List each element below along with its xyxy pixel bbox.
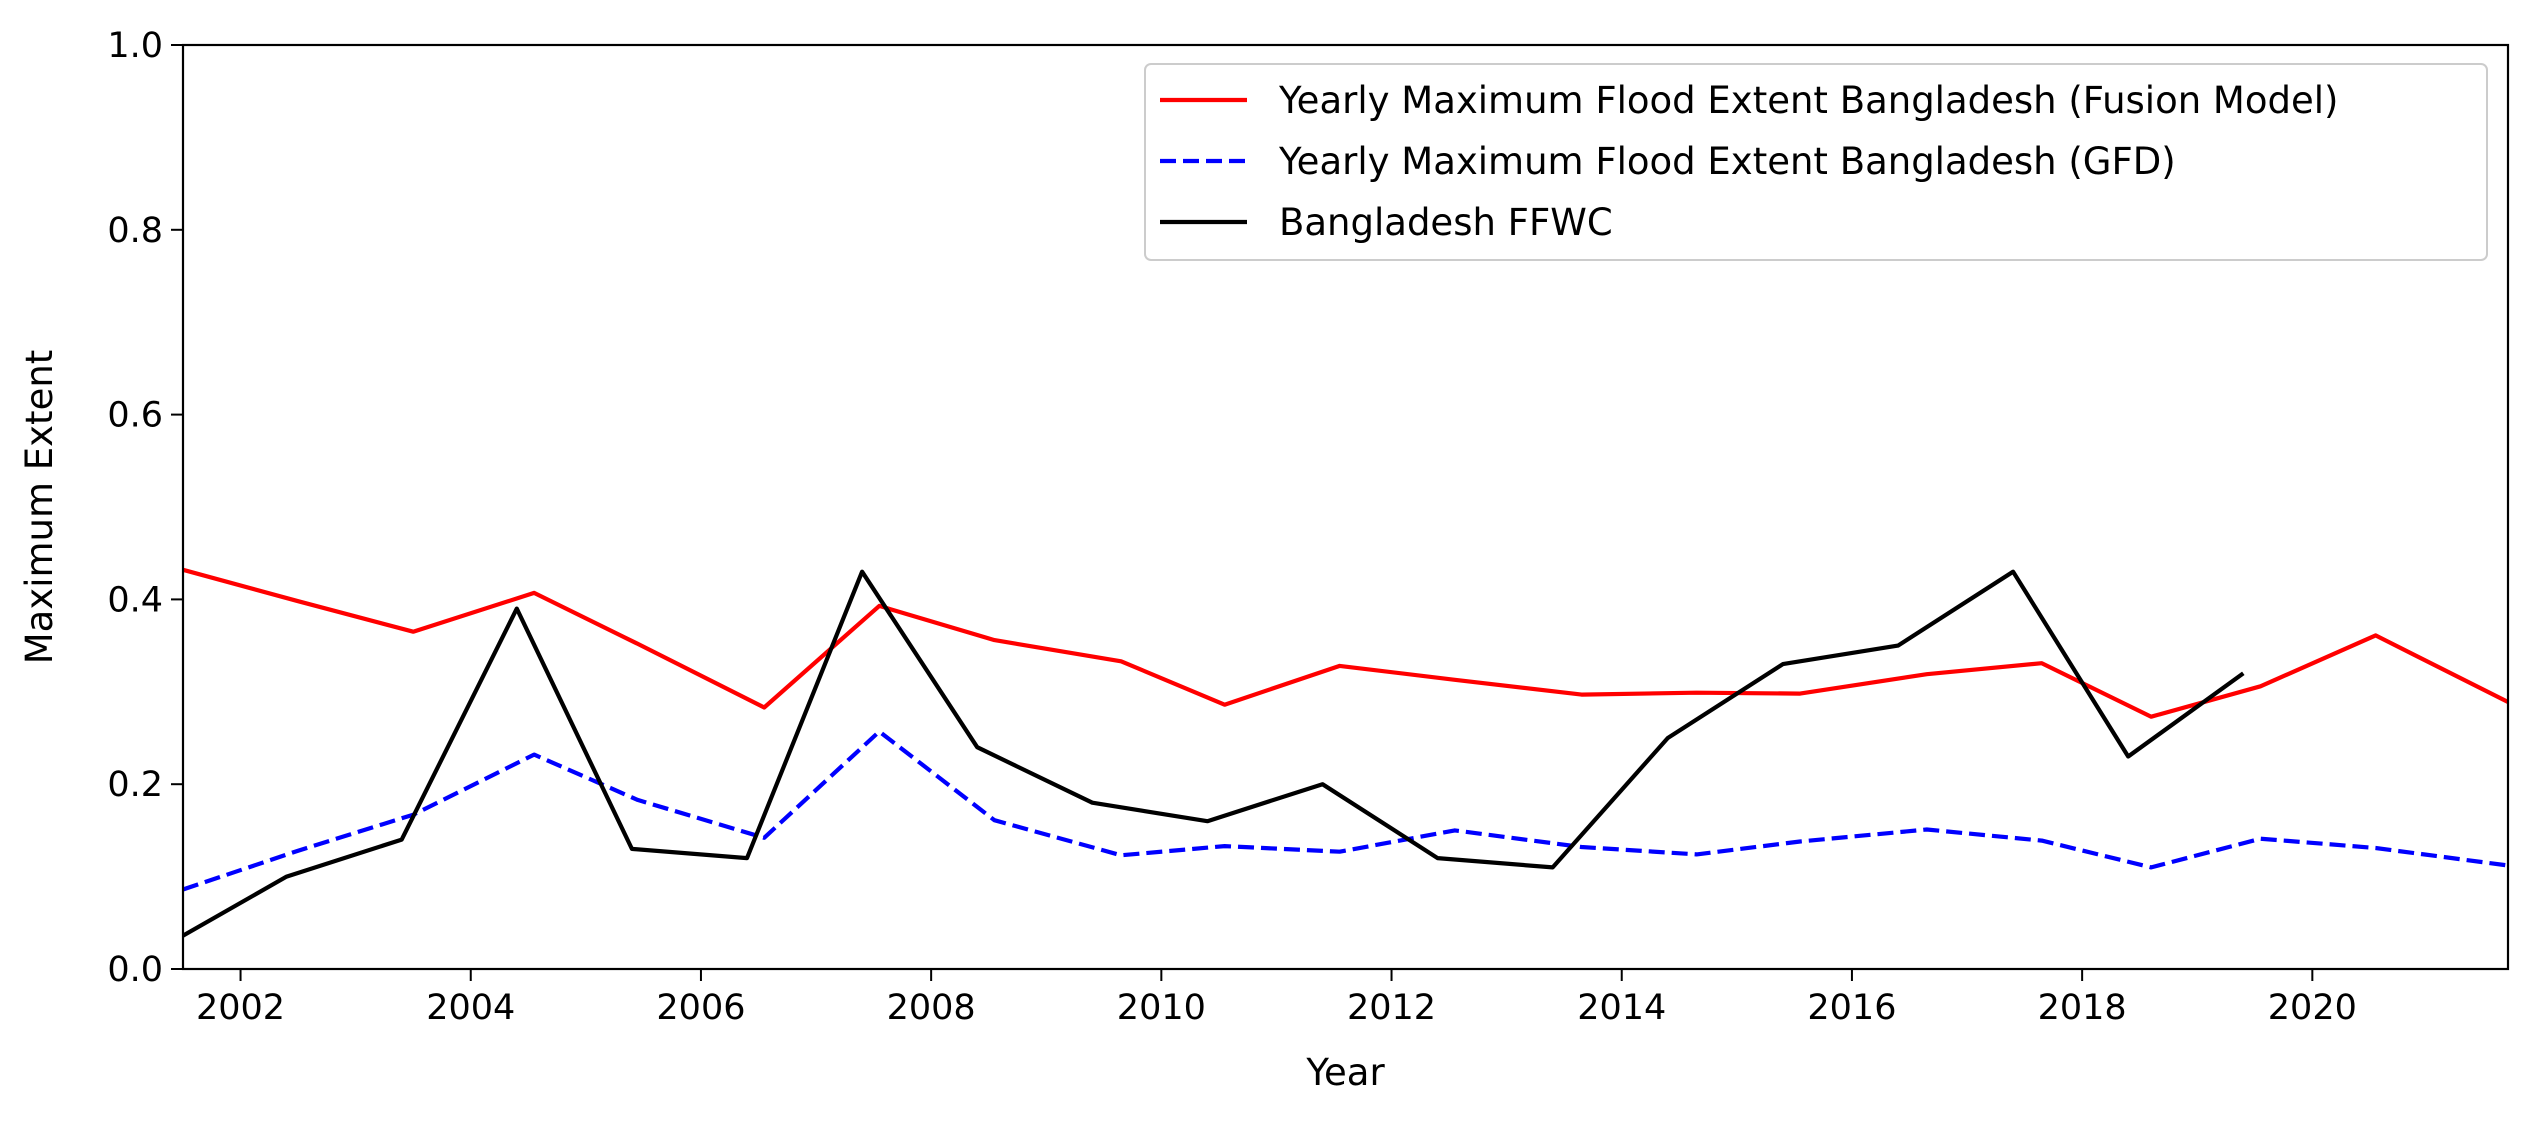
- x-tick-label: 2018: [2038, 988, 2127, 1028]
- series-line-1: [183, 567, 2508, 719]
- x-tick-label: 2012: [1347, 988, 1436, 1028]
- legend-label: Yearly Maximum Flood Extent Bangladesh (…: [1278, 140, 2176, 183]
- x-tick-label: 2010: [1117, 988, 1206, 1028]
- y-tick-label: 1.0: [107, 26, 163, 66]
- y-tick-label: 0.4: [107, 580, 163, 620]
- y-tick-label: 0.0: [107, 950, 163, 990]
- y-axis-title: Maximum Extent: [18, 350, 61, 665]
- series-line-3: [183, 569, 2245, 938]
- legend-label: Bangladesh FFWC: [1279, 201, 1613, 244]
- x-tick-label: 2008: [887, 988, 976, 1028]
- x-tick-label: 2004: [426, 988, 515, 1028]
- x-tick-label: 2014: [1577, 988, 1666, 1028]
- legend: Yearly Maximum Flood Extent Bangladesh (…: [1144, 63, 2488, 261]
- y-tick-label: 0.6: [107, 396, 163, 436]
- plot-frame: [181, 43, 2510, 971]
- legend-label: Yearly Maximum Flood Extent Bangladesh (…: [1278, 79, 2338, 122]
- series-line-2: [183, 729, 2508, 892]
- x-tick-label: 2006: [656, 988, 745, 1028]
- x-tick-label: 2020: [2268, 988, 2357, 1028]
- series-layer: [183, 567, 2508, 938]
- y-tick-label: 0.2: [107, 765, 163, 805]
- legend-box: [1144, 63, 2488, 261]
- x-tick-label: 2016: [1807, 988, 1896, 1028]
- y-tick-label: 0.8: [107, 211, 163, 251]
- x-tick-label: 2002: [196, 988, 285, 1028]
- x-axis-title: Year: [1305, 1051, 1385, 1094]
- axes-layer: 2002 2004 2006 2008 2010 2012 2014 2016 2018 2020…: [107, 26, 2510, 1028]
